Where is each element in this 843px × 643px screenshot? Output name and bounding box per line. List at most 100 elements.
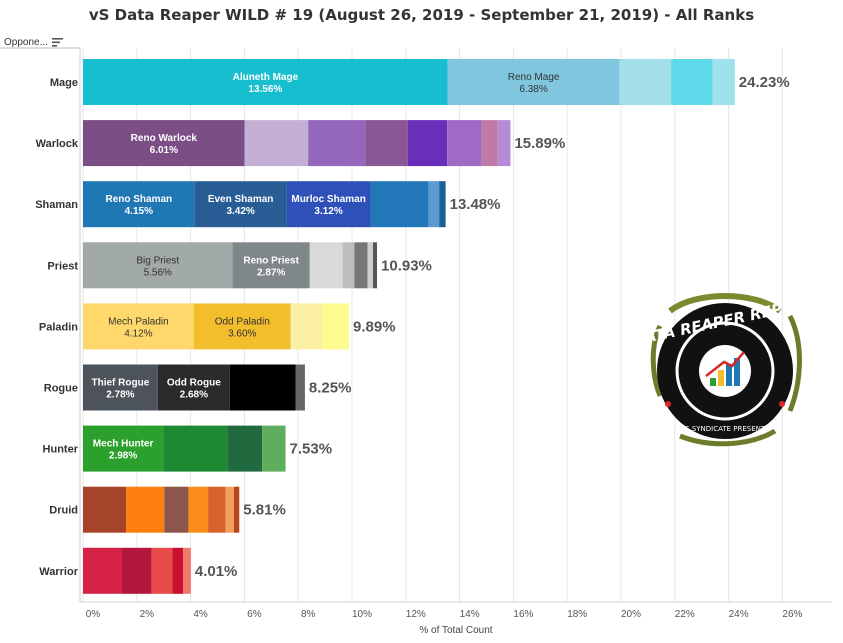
bar-segment [447, 59, 620, 105]
x-tick-label: 6% [247, 609, 262, 620]
x-tick-label: 22% [675, 609, 695, 620]
bar-segment [290, 303, 323, 350]
segment-name: Mech Hunter [93, 439, 154, 450]
bar-segment [83, 547, 123, 594]
bar-segment [497, 120, 511, 167]
segment-name: Reno Shaman [105, 194, 172, 205]
y-axis-labels: Mage Warlock Shaman Priest Paladin Rogue Hunte… [35, 77, 79, 578]
y-label-warrior: Warrior [39, 566, 78, 578]
y-label-druid: Druid [49, 505, 78, 517]
bar-total-label: 15.89% [514, 135, 565, 152]
bar-segment [229, 364, 296, 411]
y-label-hunter: Hunter [43, 444, 79, 456]
bar-segment [244, 120, 309, 167]
bar-segment [193, 303, 291, 350]
bar-total-label: 5.81% [243, 502, 286, 519]
bar-segment [308, 120, 366, 167]
bar-segment [164, 486, 189, 533]
y-label-paladin: Paladin [39, 321, 78, 333]
x-tick-label: 24% [729, 609, 749, 620]
bar-row-warrior: 4.01% [83, 547, 238, 594]
bar-total-label: 10.93% [381, 257, 432, 274]
segment-name: Odd Rogue [167, 378, 221, 389]
bar-segment [83, 120, 245, 167]
segment-value: 13.56% [248, 84, 282, 95]
bar-segment [194, 181, 287, 228]
x-tick-label: 12% [406, 609, 426, 620]
segment-value: 4.15% [125, 206, 153, 217]
bar-segment [481, 120, 498, 167]
sort-icon[interactable] [51, 38, 63, 47]
data-reaper-report-logo: DATA REAPER REPORT VS SYNDICATE PRESENTS [640, 293, 810, 447]
bar-segment [157, 364, 230, 411]
segment-value: 2.98% [109, 451, 137, 462]
segment-value: 2.78% [106, 390, 134, 401]
bar-segment [370, 181, 429, 228]
bar-segment [83, 364, 158, 411]
x-tick-label: 26% [782, 609, 802, 620]
segment-value: 5.56% [144, 267, 172, 278]
bar-segment [365, 120, 408, 167]
chart-title: vS Data Reaper WILD # 19 (August 26, 201… [88, 6, 755, 24]
segment-value: 2.68% [180, 390, 208, 401]
bar-row-druid: 5.81% [83, 486, 286, 533]
x-tick-label: 0% [86, 609, 101, 620]
bar-total-label: 24.23% [739, 74, 790, 91]
bar-segment [407, 120, 448, 167]
bar-segment [227, 425, 263, 472]
x-tick-label: 10% [352, 609, 372, 620]
segment-value: 6.38% [519, 84, 547, 95]
bar-segment [83, 181, 195, 228]
bar-segment [183, 547, 191, 594]
x-tick-label: 4% [193, 609, 208, 620]
bar-segment [163, 425, 228, 472]
bar-total-label: 13.48% [450, 196, 501, 213]
bar-segment [172, 547, 184, 594]
bar-segment [671, 59, 713, 105]
x-axis-label: % of Total Count [419, 625, 492, 636]
x-tick-label: 18% [567, 609, 587, 620]
bar-segment [233, 486, 240, 533]
x-tick-label: 14% [460, 609, 480, 620]
segment-value: 3.60% [228, 328, 256, 339]
segment-value: 3.12% [314, 206, 342, 217]
bar-segment [126, 486, 165, 533]
y-label-shaman: Shaman [35, 199, 78, 211]
bar-segment [447, 120, 482, 167]
bar-segment [712, 59, 735, 105]
segment-name: Reno Priest [243, 255, 299, 266]
bar-segment [262, 425, 286, 472]
segment-name: Reno Warlock [131, 133, 198, 144]
segment-name: Odd Paladin [215, 316, 270, 327]
bar-segment [151, 547, 173, 594]
segment-name: Mech Paladin [108, 316, 169, 327]
segment-value: 6.01% [150, 145, 178, 156]
x-tick-label: 16% [513, 609, 533, 620]
bar-segment [295, 364, 305, 411]
segment-name: Murloc Shaman [291, 194, 365, 205]
logo-text-bottom: VS SYNDICATE PRESENTS [680, 425, 770, 433]
bar-segment [372, 242, 378, 289]
bar-segment [342, 242, 355, 289]
opponent-filter-header[interactable]: Oppone... [4, 37, 63, 48]
bar-segment [619, 59, 672, 105]
x-tick-label: 20% [621, 609, 641, 620]
bar-segment [367, 242, 373, 289]
bar-segment [439, 181, 446, 228]
segment-name: Big Priest [136, 255, 179, 266]
bar-segment [225, 486, 234, 533]
bar-segment [309, 242, 343, 289]
bar-total-label: 4.01% [195, 563, 238, 580]
bar-segment [208, 486, 226, 533]
bar-total-label: 9.89% [353, 318, 396, 335]
bar-segment [188, 486, 209, 533]
bar-segment [83, 303, 194, 350]
